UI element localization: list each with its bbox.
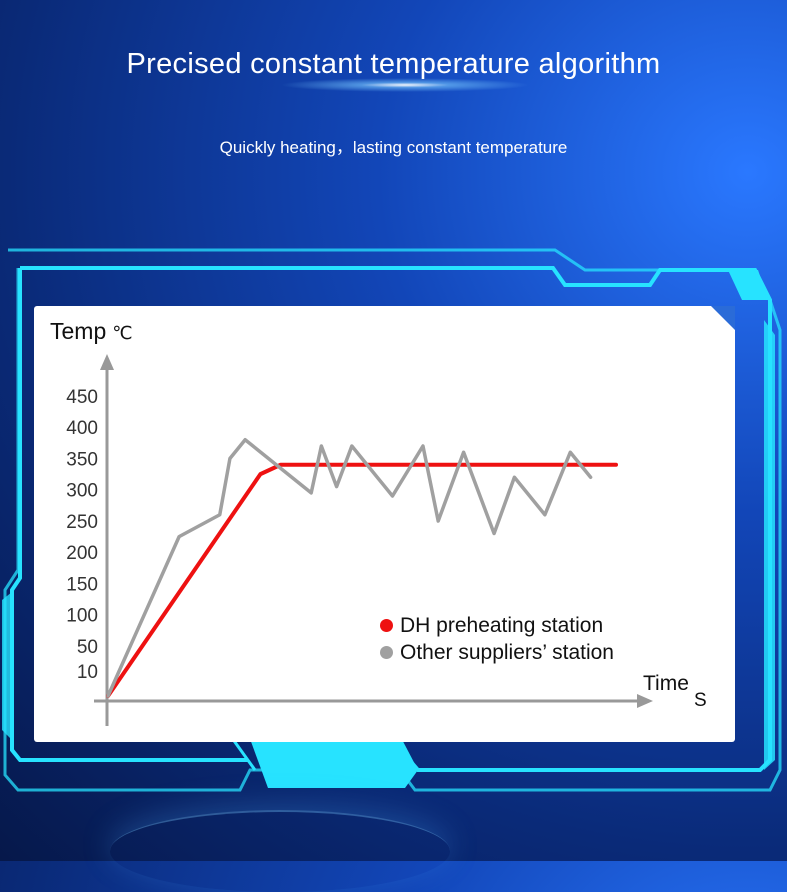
y-tick-label: 300 <box>66 481 98 502</box>
y-tick-label: 100 <box>66 606 98 627</box>
legend-label-other: Other suppliers’ station <box>400 640 614 664</box>
page-subtitle: Quickly heating，lasting constant tempera… <box>219 138 568 157</box>
frame-accent-right-top <box>728 270 768 300</box>
y-tick-label: 350 <box>66 449 98 470</box>
y-tick-label: 400 <box>66 418 98 439</box>
chart-panel <box>34 306 735 742</box>
chart-legend: DH preheating station Other suppliers’ s… <box>380 612 614 666</box>
x-axis-label: Time <box>643 672 689 695</box>
x-axis-unit: S <box>694 690 707 711</box>
y-axis-unit: ℃ <box>112 323 133 343</box>
y-tick-label: 450 <box>66 387 98 408</box>
title-glow <box>280 78 530 92</box>
frame-bottom-tab <box>246 728 418 788</box>
bottom-glow-arc <box>110 810 450 892</box>
legend-dot-other <box>380 646 393 659</box>
y-axis-label: Temp ℃ <box>50 318 133 344</box>
legend-item-dh: DH preheating station <box>380 612 614 639</box>
tech-frame <box>2 248 782 792</box>
series-line-dh <box>106 462 618 698</box>
panel-corner-cut <box>711 306 735 330</box>
temperature-chart: 10 50 100 150 200 250 300 350 400 450 <box>66 354 653 726</box>
y-axis-arrow <box>100 354 114 370</box>
x-axis-arrow <box>637 694 653 708</box>
legend-item-other: Other suppliers’ station <box>380 639 614 666</box>
y-tick-label: 50 <box>77 637 98 658</box>
series-line-other <box>106 438 593 698</box>
legend-dot-dh <box>380 619 393 632</box>
page-title: Precised constant temperature algorithm <box>126 48 661 80</box>
y-tick-label: 200 <box>66 543 98 564</box>
y-tick-label: 250 <box>66 512 98 533</box>
y-tick-label: 10 <box>77 662 98 683</box>
legend-label-dh: DH preheating station <box>400 613 604 637</box>
y-tick-label: 150 <box>66 574 98 595</box>
